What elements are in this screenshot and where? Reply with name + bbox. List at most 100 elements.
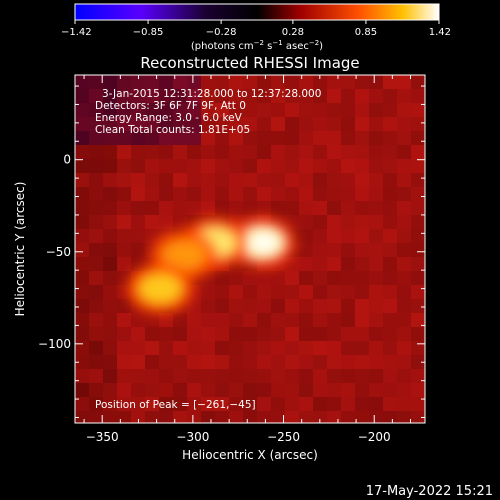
texture-cell — [75, 299, 89, 313]
texture-cell — [229, 201, 243, 215]
texture-cell — [257, 145, 271, 159]
texture-cell — [159, 369, 173, 383]
texture-cell — [89, 75, 103, 89]
texture-cell — [299, 327, 313, 341]
texture-cell — [187, 383, 201, 397]
texture-cell — [257, 271, 271, 285]
texture-cell — [117, 89, 131, 103]
background-texture — [75, 75, 425, 423]
texture-cell — [173, 397, 187, 411]
texture-cell — [215, 313, 229, 327]
texture-cell — [271, 271, 285, 285]
texture-cell — [201, 313, 215, 327]
texture-cell — [145, 75, 159, 89]
texture-cell — [383, 131, 397, 145]
texture-cell — [159, 341, 173, 355]
texture-cell — [75, 285, 89, 299]
texture-cell — [355, 201, 369, 215]
emission-source — [138, 273, 183, 304]
texture-cell — [229, 299, 243, 313]
texture-cell — [383, 397, 397, 411]
texture-cell — [397, 187, 411, 201]
texture-cell — [131, 243, 145, 257]
texture-cell — [369, 341, 383, 355]
texture-cell — [411, 327, 425, 341]
texture-cell — [271, 369, 285, 383]
texture-cell — [243, 145, 257, 159]
texture-cell — [271, 75, 285, 89]
texture-cell — [89, 327, 103, 341]
texture-cell — [103, 229, 117, 243]
texture-cell — [271, 411, 285, 423]
texture-cell — [243, 397, 257, 411]
texture-cell — [173, 187, 187, 201]
texture-cell — [383, 271, 397, 285]
texture-cell — [383, 229, 397, 243]
texture-cell — [117, 327, 131, 341]
texture-cell — [355, 159, 369, 173]
texture-cell — [145, 215, 159, 229]
texture-cell — [159, 327, 173, 341]
texture-cell — [397, 117, 411, 131]
texture-cell — [397, 173, 411, 187]
observation-info: 3-Jan-2015 12:31:28.000 to 12:37:28.000D… — [95, 88, 321, 136]
texture-cell — [313, 369, 327, 383]
texture-cell — [103, 187, 117, 201]
texture-cell — [299, 313, 313, 327]
texture-cell — [117, 103, 131, 117]
texture-cell — [215, 89, 229, 103]
texture-cell — [313, 89, 327, 103]
texture-cell — [75, 257, 89, 271]
texture-cell — [257, 397, 271, 411]
texture-cell — [355, 131, 369, 145]
texture-cell — [187, 187, 201, 201]
texture-cell — [145, 369, 159, 383]
texture-cell — [411, 145, 425, 159]
texture-cell — [383, 173, 397, 187]
texture-cell — [355, 299, 369, 313]
texture-cell — [89, 397, 103, 411]
texture-cell — [75, 313, 89, 327]
texture-cell — [75, 131, 89, 145]
texture-cell — [131, 187, 145, 201]
texture-cell — [159, 215, 173, 229]
texture-cell — [257, 341, 271, 355]
texture-cell — [355, 369, 369, 383]
texture-cell — [313, 117, 327, 131]
texture-cell — [299, 145, 313, 159]
texture-cell — [201, 159, 215, 173]
texture-cell — [201, 327, 215, 341]
texture-cell — [327, 285, 341, 299]
texture-cell — [369, 411, 383, 423]
texture-cell — [131, 369, 145, 383]
texture-cell — [117, 145, 131, 159]
texture-cell — [383, 327, 397, 341]
texture-cell — [411, 103, 425, 117]
texture-cell — [369, 187, 383, 201]
texture-cell — [285, 355, 299, 369]
texture-cell — [215, 201, 229, 215]
texture-cell — [173, 369, 187, 383]
texture-cell — [145, 117, 159, 131]
texture-cell — [327, 355, 341, 369]
texture-cell — [215, 341, 229, 355]
texture-cell — [411, 215, 425, 229]
texture-cell — [369, 75, 383, 89]
texture-cell — [173, 145, 187, 159]
texture-cell — [103, 355, 117, 369]
texture-cell — [243, 313, 257, 327]
texture-cell — [327, 383, 341, 397]
texture-cell — [369, 355, 383, 369]
texture-cell — [229, 313, 243, 327]
texture-cell — [355, 341, 369, 355]
texture-cell — [145, 131, 159, 145]
texture-cell — [215, 187, 229, 201]
texture-cell — [243, 271, 257, 285]
texture-cell — [159, 187, 173, 201]
texture-cell — [355, 103, 369, 117]
texture-cell — [117, 201, 131, 215]
texture-cell — [327, 145, 341, 159]
texture-cell — [89, 243, 103, 257]
texture-cell — [355, 173, 369, 187]
texture-cell — [103, 145, 117, 159]
